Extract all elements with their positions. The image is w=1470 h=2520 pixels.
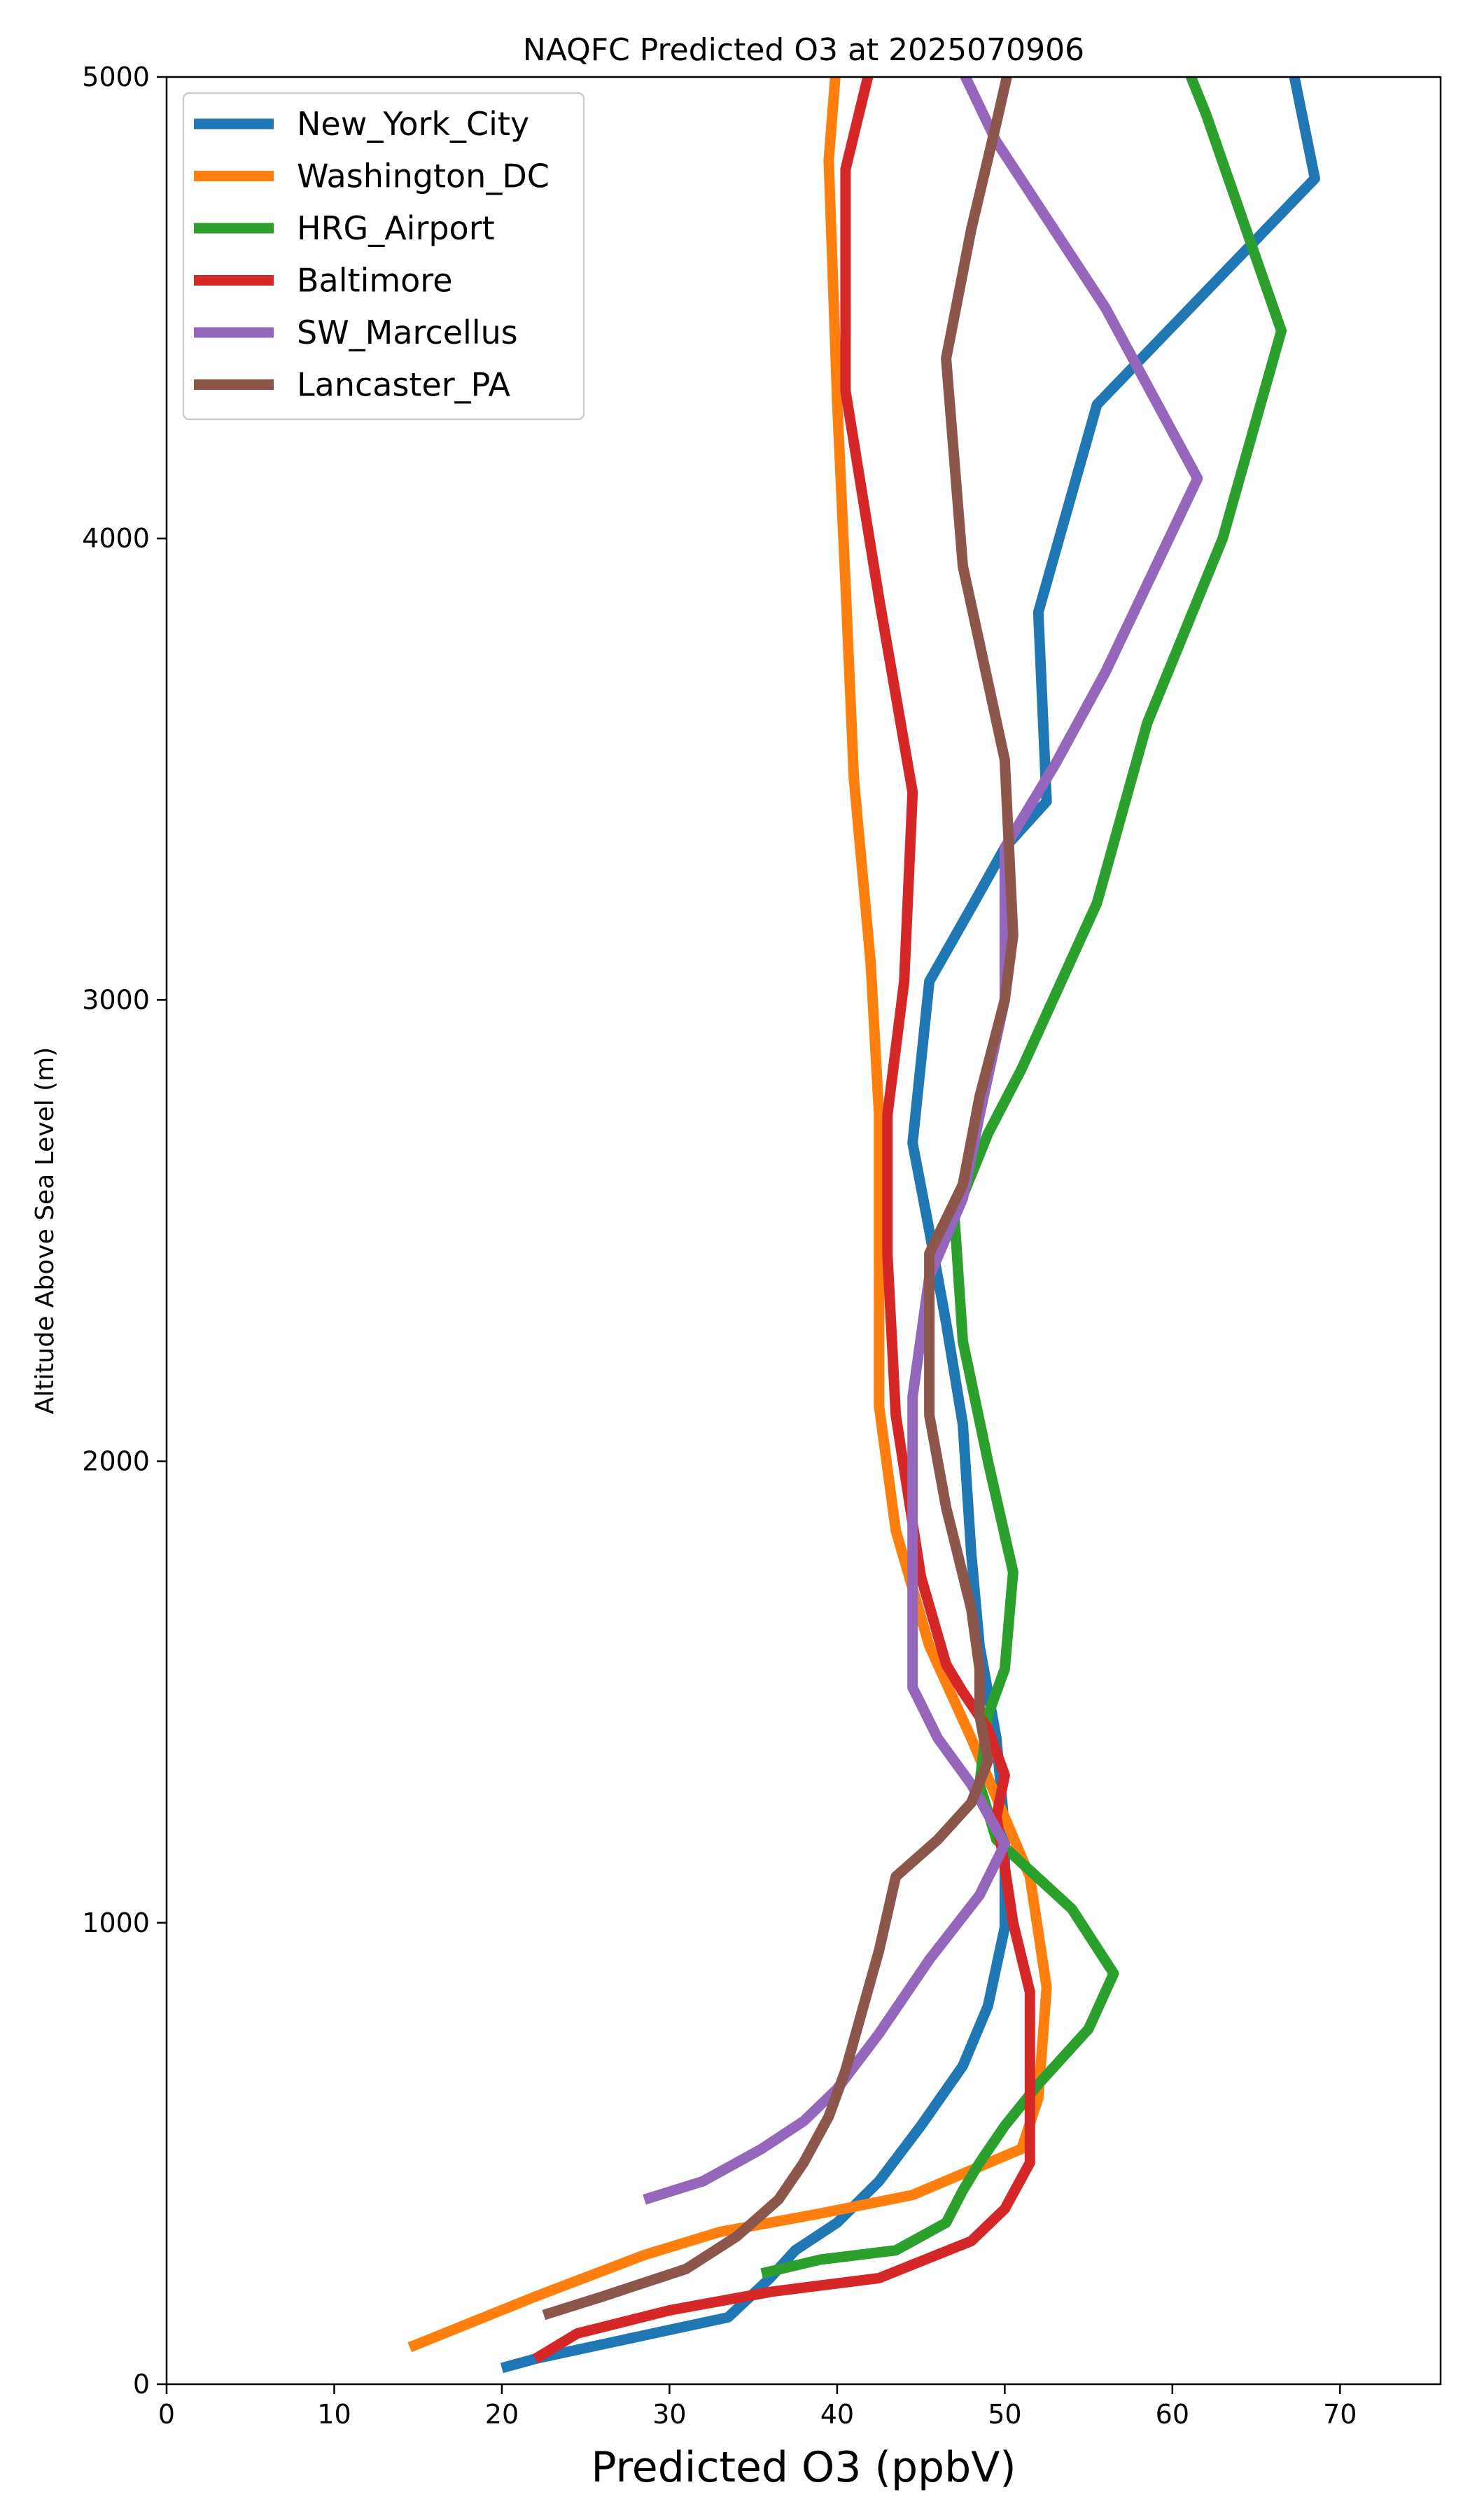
y-tick-label: 0 xyxy=(133,2369,150,2400)
x-tick-label: 0 xyxy=(158,2399,175,2430)
series-line-hrg-airport xyxy=(760,77,1287,2279)
y-tick-label: 4000 xyxy=(82,523,150,554)
x-tick-label: 70 xyxy=(1323,2399,1357,2430)
y-tick-label: 5000 xyxy=(82,62,150,92)
x-tick-label: 30 xyxy=(652,2399,686,2430)
y-axis: 0 1000 2000 3000 4000 5000 xyxy=(82,62,167,2400)
x-tick-label: 40 xyxy=(820,2399,854,2430)
legend-label: Lancaster_PA xyxy=(297,366,510,404)
x-axis: 0 10 20 30 40 50 60 70 xyxy=(158,2384,1357,2430)
x-tick-label: 60 xyxy=(1156,2399,1189,2430)
legend-label: HRG_Airport xyxy=(297,209,495,247)
series-line-lancaster-pa xyxy=(542,77,1018,2320)
plot-frame xyxy=(165,76,1442,2386)
y-axis-label: Altitude Above Sea Level (m) xyxy=(31,1047,59,1415)
legend: New_York_City Washington_DC HRG_Airport Bal… xyxy=(182,92,585,421)
legend-label: SW_Marcellus xyxy=(297,314,518,351)
legend-label: Washington_DC xyxy=(297,158,550,195)
x-tick-label: 50 xyxy=(988,2399,1021,2430)
chart-title: NAQFC Predicted O3 at 2025070906 xyxy=(523,32,1084,68)
x-tick-label: 10 xyxy=(317,2399,351,2430)
series-line-sw-marcellus xyxy=(643,77,1203,2205)
series-line-new-york-city xyxy=(500,77,1320,2374)
series-line-baltimore xyxy=(532,77,1035,2364)
legend-label: New_York_City xyxy=(297,105,529,143)
series-layer xyxy=(407,77,1320,2374)
x-tick-label: 20 xyxy=(485,2399,519,2430)
legend-box xyxy=(182,92,585,421)
y-tick-label: 3000 xyxy=(82,984,150,1015)
x-axis-label: Predicted O3 (ppbV) xyxy=(591,2443,1016,2492)
y-tick-label: 1000 xyxy=(82,1907,150,1938)
legend-label: Baltimore xyxy=(297,262,453,300)
y-tick-label: 2000 xyxy=(82,1446,150,1477)
